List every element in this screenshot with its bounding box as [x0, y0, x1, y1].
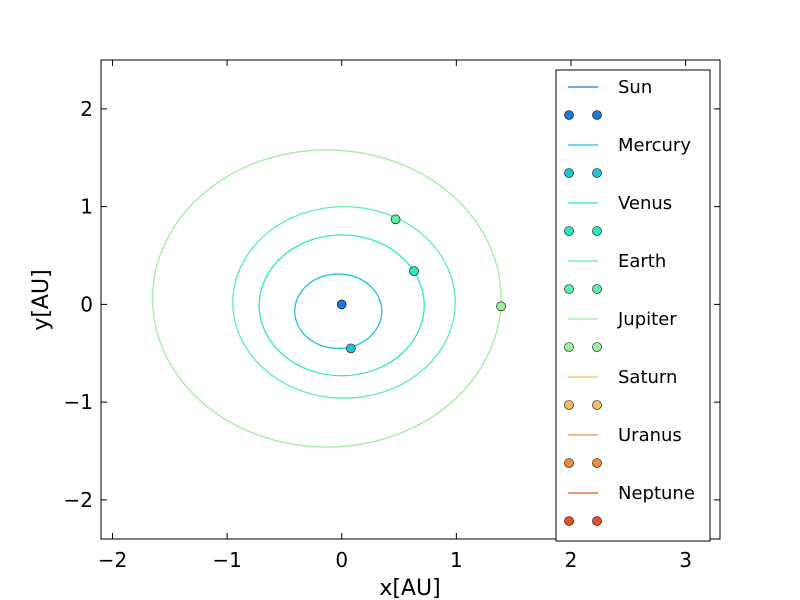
plot-frame	[100, 59, 721, 540]
earth-point	[390, 214, 401, 225]
legend-jupiter-marker	[564, 342, 574, 352]
legend-venus-label: Venus	[618, 193, 672, 214]
legend-venus-marker	[564, 226, 574, 236]
legend-jupiter-marker	[592, 342, 602, 352]
x-tick-label: 1	[450, 548, 463, 572]
venus-point	[409, 266, 419, 276]
y-tick-label: −2	[64, 488, 93, 512]
legend-uranus-label: Uranus	[618, 425, 682, 446]
sun-point	[336, 299, 347, 310]
x-axis-label: x[AU]	[379, 576, 440, 600]
legend-box	[555, 69, 711, 542]
legend-mercury-marker	[564, 168, 574, 178]
legend-earth-marker	[564, 284, 574, 294]
legend-sun-marker	[564, 110, 574, 120]
y-tick-label: 2	[80, 97, 93, 121]
planet-points-group	[336, 214, 506, 354]
legend-neptune-label: Neptune	[618, 483, 695, 504]
legend-earth-label: Earth	[618, 251, 666, 272]
legend-saturn-marker	[564, 400, 574, 410]
legend: Sun Mercury Venus Earth Jupiter Saturn Uranus N…	[555, 69, 711, 542]
legend-uranus-marker	[592, 458, 602, 468]
legend-uranus-marker	[564, 458, 574, 468]
x-tick-label: −1	[212, 548, 241, 572]
legend-sun-marker	[592, 110, 602, 120]
mercury-point	[346, 343, 356, 354]
jupiter-point	[496, 301, 506, 312]
legend-mercury-marker	[592, 168, 602, 178]
earth-orbit	[232, 205, 456, 399]
y-tick-label: 1	[80, 195, 93, 219]
legend-neptune-marker	[564, 516, 574, 526]
ticks-group: −2 −1 0 1 2 3 −2 −1 0 1 2	[64, 60, 720, 572]
legend-sun-label: Sun	[618, 77, 652, 98]
legend-jupiter-label: Jupiter	[617, 309, 677, 330]
x-tick-label: 2	[565, 548, 578, 572]
legend-saturn-marker	[592, 400, 602, 410]
orbits-group	[151, 149, 502, 448]
legend-earth-marker	[592, 284, 602, 294]
legend-neptune-marker	[592, 516, 602, 526]
x-tick-label: 0	[335, 548, 348, 572]
venus-orbit	[258, 234, 425, 377]
y-axis-label: y[AU]	[29, 269, 54, 330]
legend-venus-marker	[592, 226, 602, 236]
y-tick-label: 0	[80, 292, 93, 316]
legend-saturn-label: Saturn	[618, 367, 677, 388]
jupiter-orbit	[151, 149, 502, 448]
legend-mercury-label: Mercury	[618, 135, 691, 156]
x-tick-label: −2	[98, 548, 127, 572]
mercury-orbit	[294, 273, 383, 350]
x-tick-label: 3	[679, 548, 692, 572]
y-tick-label: −1	[64, 390, 93, 414]
